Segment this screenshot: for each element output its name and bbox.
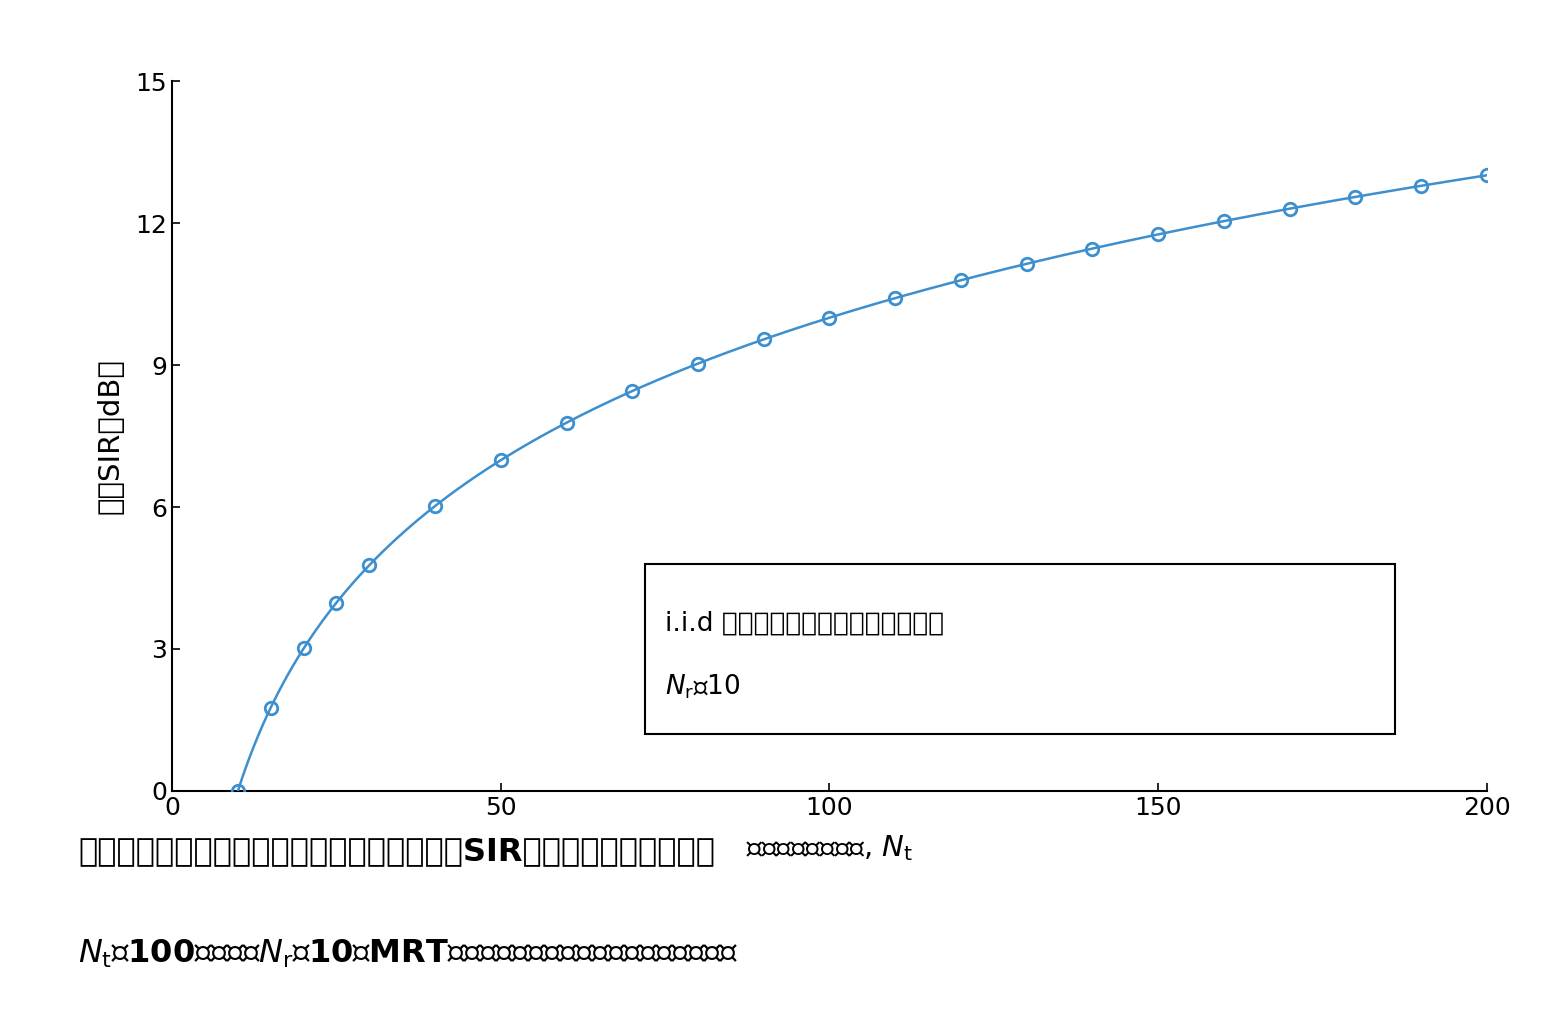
- X-axis label: 基地局アンテナ数, $N_\mathrm{t}$: 基地局アンテナ数, $N_\mathrm{t}$: [747, 834, 912, 864]
- Text: 図２　送信アンテナ数に対するユーザの平均SIR　　基地局アンテナ数: 図２ 送信アンテナ数に対するユーザの平均SIR 基地局アンテナ数: [78, 837, 715, 868]
- Text: i.i.d レイリーフェージングチャネル: i.i.d レイリーフェージングチャネル: [665, 610, 944, 637]
- FancyBboxPatch shape: [645, 564, 1394, 734]
- Text: $N_\mathrm{r}$＝10: $N_\mathrm{r}$＝10: [665, 672, 740, 701]
- Y-axis label: 平均SIR（dB）: 平均SIR（dB）: [97, 358, 124, 514]
- Text: $N_\mathrm{t}$＝100，端末数$N_\mathrm{r}$＝10，MRT適用時におけるシミュレーション結果．: $N_\mathrm{t}$＝100，端末数$N_\mathrm{r}$＝10，…: [78, 938, 739, 970]
